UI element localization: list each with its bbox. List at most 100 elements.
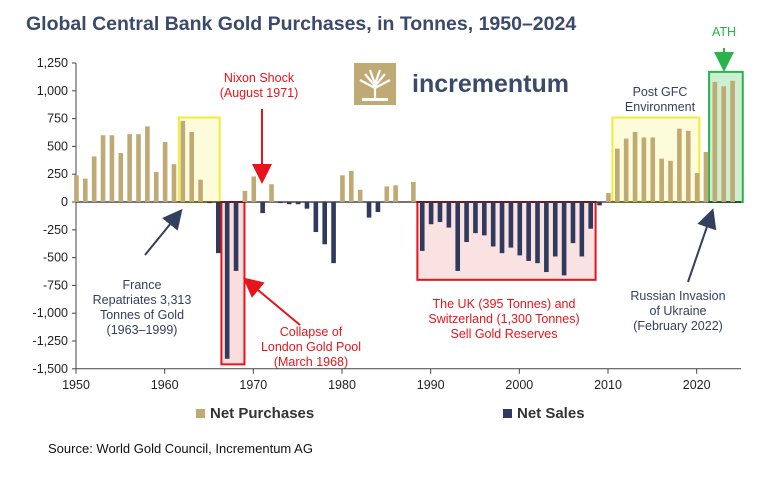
legend-label-sales: Net Sales (517, 405, 585, 422)
bar-2011 (615, 148, 620, 202)
bar-2013 (632, 131, 638, 202)
bar-2005 (561, 202, 567, 276)
bar-1954 (109, 135, 115, 202)
annotation-russian-invasion: Russian Invasion of Ukraine (February 2022… (630, 289, 725, 333)
x-tick-label: 1990 (417, 378, 445, 392)
bar-1988 (411, 181, 416, 202)
legend-label-purchases: Net Purchases (210, 405, 314, 422)
bar-1970 (251, 176, 257, 202)
x-tick-label: 1980 (328, 378, 356, 392)
bar-1993 (455, 202, 461, 271)
bar-1962 (180, 120, 186, 202)
y-tick-label: 1,000 (37, 84, 68, 98)
bar-1964 (198, 179, 203, 202)
x-tick-label: 2000 (505, 378, 533, 392)
bar-2000 (517, 202, 523, 256)
bar-1999 (508, 202, 514, 248)
bar-1992 (446, 202, 452, 228)
bar-2006 (570, 202, 576, 244)
bar-1974 (286, 202, 292, 205)
bar-2014 (641, 137, 647, 202)
bar-2016 (659, 158, 664, 202)
y-tick-label: 1,250 (37, 56, 68, 70)
bar-2024 (730, 80, 735, 202)
y-tick-label: -500 (43, 251, 68, 265)
bar-1969 (242, 190, 248, 202)
legend-swatch-purchases (196, 409, 205, 418)
bar-2001 (526, 202, 531, 261)
y-tick-label: 500 (47, 139, 68, 153)
bar-2023 (721, 86, 727, 202)
bar-1980 (340, 175, 345, 202)
bar-1957 (136, 134, 141, 202)
bar-2022 (712, 81, 718, 202)
bar-1985 (384, 186, 390, 202)
annotation-nixon-shock: Nixon Shock (August 1971) (220, 71, 299, 100)
bar-1983 (366, 202, 372, 218)
bar-1978 (322, 202, 328, 245)
y-tick-label: 250 (47, 167, 68, 181)
bar-2009 (597, 202, 602, 206)
y-tick-label: -1,500 (33, 362, 68, 376)
y-tick-label: -1,000 (33, 306, 68, 320)
bar-1951 (83, 178, 88, 202)
bar-1950 (74, 175, 79, 202)
y-tick-label: -750 (43, 278, 68, 292)
bar-1961 (171, 164, 177, 202)
bar-2007 (579, 202, 585, 257)
bar-2015 (650, 137, 656, 202)
bar-2003 (544, 202, 549, 273)
y-tick-label: 750 (47, 112, 68, 126)
source-note: Source: World Gold Council, Incrementum … (48, 441, 313, 456)
chart-title: Global Central Bank Gold Purchases, in T… (26, 13, 576, 35)
bar-1991 (437, 202, 443, 223)
logo-text: incrementum (412, 70, 569, 98)
bar-1958 (145, 126, 150, 202)
bar-1955 (118, 153, 124, 202)
bar-2002 (535, 202, 540, 264)
legend-swatch-sales (503, 409, 512, 418)
x-tick-label: 1970 (239, 378, 267, 392)
uk-switzerland-highlight-box (416, 201, 597, 281)
bar-1975 (295, 202, 301, 205)
x-tick-label: 2010 (594, 378, 622, 392)
y-tick-label: -250 (43, 223, 68, 237)
bar-1960 (162, 141, 168, 202)
bar-2020 (694, 173, 700, 202)
bar-1986 (393, 185, 398, 202)
london-arrow (242, 277, 301, 326)
bar-1972 (269, 184, 274, 202)
bar-2008 (588, 202, 594, 229)
bar-1997 (490, 202, 496, 247)
bar-1967 (224, 202, 230, 359)
annotation-london-gold-pool: Collapse of London Gold Pool (March 1968) (261, 325, 361, 369)
bar-1976 (304, 202, 310, 209)
bar-1956 (127, 134, 132, 202)
london-highlight-box (220, 201, 246, 366)
bar-2021 (703, 151, 709, 202)
bar-2019 (685, 130, 691, 202)
annotation-ath: ATH (712, 25, 736, 39)
bar-1965 (207, 202, 212, 204)
bar-1959 (153, 171, 159, 202)
bar-1971 (260, 202, 265, 214)
bar-2018 (677, 128, 682, 202)
russia-arrow (687, 208, 717, 283)
bar-1996 (482, 202, 487, 236)
bar-1966 (216, 202, 221, 254)
bar-1968 (233, 202, 239, 271)
bar-2004 (552, 202, 558, 257)
bar-1994 (464, 202, 469, 243)
bar-2017 (668, 160, 673, 202)
x-tick-label: 2020 (683, 378, 711, 392)
bar-1982 (357, 189, 363, 202)
legend: Net Purchases Net Sales (196, 405, 585, 422)
annotation-france-repatriates: France Repatriates 3,313 Tonnes of Gold (19… (93, 278, 192, 337)
france-arrow (144, 208, 183, 256)
bar-1977 (313, 202, 319, 233)
bar-1998 (499, 202, 505, 254)
bar-1973 (278, 202, 283, 204)
bar-1995 (473, 202, 478, 234)
bar-1981 (349, 170, 354, 202)
